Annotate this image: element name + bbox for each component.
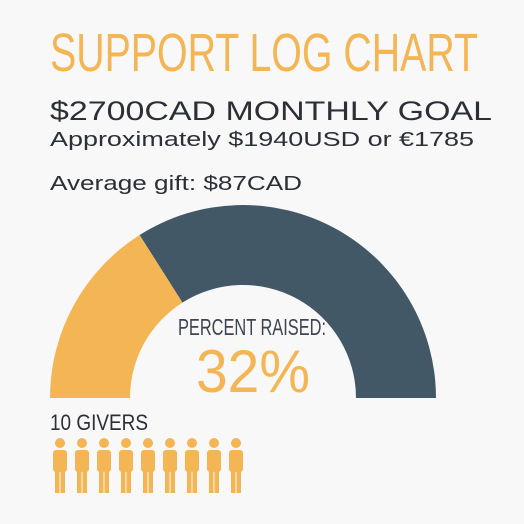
- gauge-label: PERCENT RAISED:: [178, 314, 326, 340]
- gauge-value-arc: [50, 235, 183, 398]
- annotation: Average gift: $87CAD: [50, 173, 302, 195]
- gauge-track: [139, 205, 436, 398]
- value-label: 32%: [196, 338, 310, 405]
- subtitle: $2700CAD MONTHLY GOAL: [50, 96, 492, 126]
- gauge: [50, 205, 436, 398]
- annotation: 10 GIVERS: [50, 410, 148, 435]
- chart-title: SUPPORT LOG CHART: [50, 23, 478, 83]
- annotation: Approximately $1940USD or €1785: [50, 129, 474, 151]
